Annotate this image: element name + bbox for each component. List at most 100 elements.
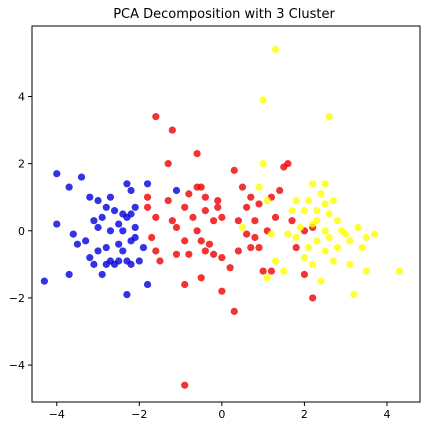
data-point-cluster-1-17 <box>98 213 106 221</box>
data-point-cluster-2-1 <box>143 193 152 201</box>
axes-layer: −4 −2 0 2 4 −4 −2 0 2 4 <box>9 25 421 421</box>
data-point-cluster-3-19 <box>304 243 313 252</box>
data-point-cluster-2-45 <box>243 230 251 238</box>
data-point-cluster-2-49 <box>251 233 259 242</box>
data-point-cluster-2-41 <box>234 217 242 225</box>
data-point-cluster-3-46 <box>362 233 370 242</box>
data-point-cluster-3-20 <box>309 180 317 188</box>
data-point-cluster-3-7 <box>267 230 275 238</box>
data-point-cluster-1-7 <box>73 240 81 248</box>
data-point-cluster-2-20 <box>189 213 197 221</box>
data-point-cluster-3-31 <box>321 247 329 255</box>
data-point-cluster-2-13 <box>172 250 181 258</box>
data-point-cluster-2-3 <box>148 233 156 242</box>
points-layer <box>40 45 403 389</box>
data-point-cluster-2-57 <box>276 186 284 195</box>
data-point-cluster-1-44 <box>135 257 143 265</box>
data-point-cluster-2-40 <box>230 307 238 315</box>
data-point-cluster-2-31 <box>210 217 218 225</box>
data-point-cluster-3-33 <box>325 210 333 218</box>
x-tick-label-0: −4 <box>49 408 65 421</box>
data-point-cluster-2-46 <box>247 193 255 201</box>
data-point-cluster-2-8 <box>164 160 172 168</box>
data-point-cluster-2-51 <box>255 243 263 252</box>
data-point-cluster-2-24 <box>197 183 205 191</box>
data-point-cluster-1-13 <box>90 260 98 268</box>
data-point-cluster-2-36 <box>218 254 226 262</box>
data-point-cluster-2-5 <box>152 247 160 255</box>
data-point-cluster-1-27 <box>115 220 123 228</box>
data-point-cluster-2-38 <box>226 264 234 272</box>
data-point-cluster-2-42 <box>234 247 242 255</box>
data-point-cluster-2-15 <box>181 237 189 245</box>
data-point-cluster-3-49 <box>395 267 403 275</box>
data-point-cluster-3-15 <box>296 223 304 232</box>
data-point-cluster-2-60 <box>288 217 296 225</box>
data-point-cluster-3-27 <box>317 277 325 285</box>
data-point-cluster-1-22 <box>106 193 115 201</box>
data-point-cluster-3-3 <box>259 160 267 168</box>
data-point-cluster-2-59 <box>284 160 292 168</box>
data-point-cluster-1-10 <box>86 193 94 201</box>
y-tick-label-4: 4 <box>18 91 25 104</box>
data-point-cluster-3-29 <box>321 200 329 208</box>
data-point-cluster-2-48 <box>251 217 259 225</box>
data-point-cluster-3-2 <box>259 96 267 104</box>
data-point-cluster-2-16 <box>181 280 189 289</box>
data-point-cluster-1-4 <box>65 183 73 191</box>
data-point-cluster-1-14 <box>94 196 102 205</box>
data-point-cluster-3-8 <box>263 274 271 282</box>
x-tick-label-2: 0 <box>218 408 225 421</box>
data-point-cluster-3-44 <box>354 223 362 232</box>
data-point-cluster-1-48 <box>172 186 181 195</box>
data-point-cluster-1-11 <box>86 254 94 262</box>
data-point-cluster-1-33 <box>123 180 131 188</box>
data-point-cluster-2-27 <box>201 193 209 201</box>
data-point-cluster-3-5 <box>263 196 271 205</box>
y-tick-label-0: −4 <box>9 359 25 372</box>
x-tick-label-4: 4 <box>383 408 390 421</box>
data-point-cluster-1-41 <box>131 203 139 211</box>
data-point-cluster-2-64 <box>309 294 317 302</box>
data-point-cluster-3-6 <box>238 223 247 232</box>
data-point-cluster-2-56 <box>271 213 280 221</box>
data-point-cluster-1-40 <box>127 260 135 268</box>
data-point-cluster-2-12 <box>172 223 181 232</box>
data-point-cluster-3-10 <box>280 267 288 275</box>
data-point-cluster-1-42 <box>131 223 139 232</box>
data-point-cluster-1-2 <box>53 170 61 178</box>
data-point-cluster-2-2 <box>143 203 152 211</box>
data-point-cluster-1-23 <box>106 227 115 235</box>
data-point-cluster-3-22 <box>309 260 317 268</box>
data-point-cluster-1-3 <box>53 220 61 228</box>
data-point-cluster-3-35 <box>329 196 337 205</box>
data-point-cluster-3-40 <box>342 230 350 238</box>
data-point-cluster-1-37 <box>127 186 135 195</box>
x-tick-label-3: 2 <box>301 408 308 421</box>
data-point-cluster-1-1 <box>40 277 48 285</box>
data-point-cluster-3-41 <box>346 237 354 245</box>
data-point-cluster-3-47 <box>362 267 370 275</box>
data-point-cluster-2-29 <box>201 247 209 255</box>
data-point-cluster-2-35 <box>218 213 226 221</box>
data-point-cluster-1-9 <box>82 237 90 245</box>
data-point-cluster-1-20 <box>102 243 110 252</box>
data-point-cluster-3-17 <box>300 254 309 262</box>
data-point-cluster-3-12 <box>288 207 296 215</box>
data-point-cluster-1-31 <box>119 227 127 235</box>
data-point-cluster-1-35 <box>123 290 131 299</box>
x-tick-label-1: −2 <box>131 408 147 421</box>
data-point-cluster-2-43 <box>238 183 247 191</box>
data-point-cluster-2-50 <box>255 200 263 208</box>
data-point-cluster-1-25 <box>110 207 119 215</box>
data-point-cluster-2-39 <box>230 166 238 174</box>
data-point-cluster-3-16 <box>300 207 309 215</box>
data-point-cluster-3-32 <box>325 113 333 121</box>
data-point-cluster-2-32 <box>210 250 218 258</box>
data-point-cluster-3-1 <box>271 45 280 54</box>
data-point-cluster-1-28 <box>115 240 123 248</box>
data-point-cluster-2-37 <box>218 287 226 295</box>
data-point-cluster-1-29 <box>115 257 123 265</box>
data-point-cluster-1-15 <box>94 223 102 232</box>
